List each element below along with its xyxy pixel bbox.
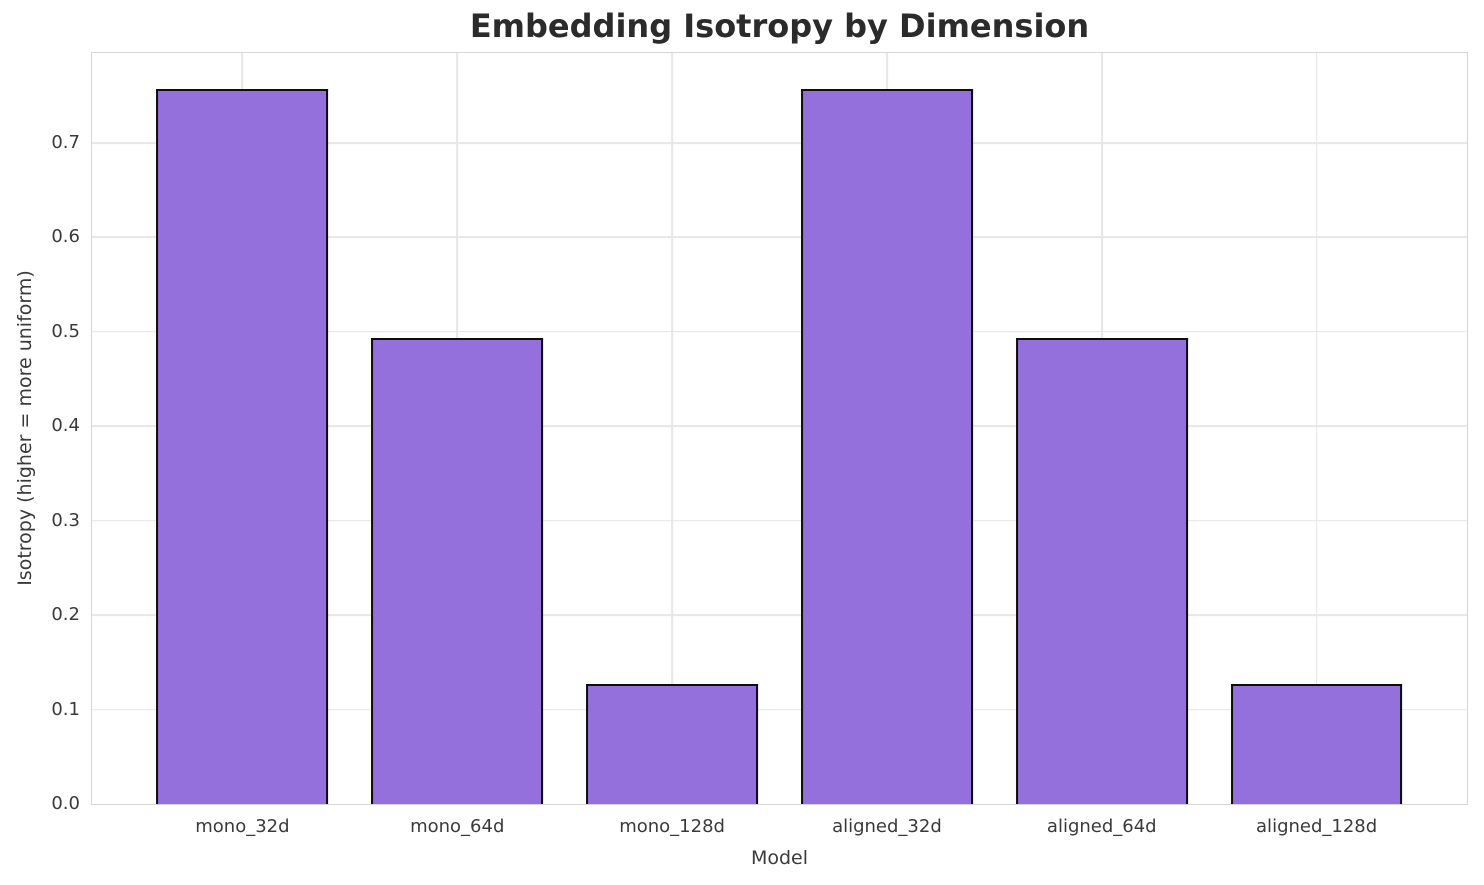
y-gridline — [92, 330, 1467, 333]
bar-mono_128d — [586, 684, 759, 804]
bar-aligned_32d — [800, 88, 973, 804]
x-gridline — [1315, 53, 1318, 804]
x-tick-label: mono_32d — [195, 816, 290, 837]
y-tick-label: 0.3 — [51, 509, 80, 531]
bar-aligned_64d — [1015, 338, 1188, 804]
chart-title: Embedding Isotropy by Dimension — [469, 7, 1090, 45]
x-tick-label: mono_128d — [619, 816, 725, 837]
x-tick-label: aligned_64d — [1046, 816, 1157, 837]
bar-mono_64d — [371, 338, 544, 804]
y-tick-label: 0.7 — [51, 131, 80, 153]
y-tick-label: 0.4 — [51, 415, 80, 437]
y-gridline — [92, 708, 1467, 711]
y-tick-label: 0.5 — [51, 320, 80, 342]
y-tick-label: 0.6 — [51, 226, 80, 248]
bar-mono_32d — [156, 88, 329, 804]
x-gridline — [671, 53, 673, 804]
y-tick-label: 0.2 — [51, 604, 80, 626]
y-gridline — [92, 425, 1467, 428]
x-tick-label: aligned_128d — [1256, 816, 1378, 837]
bar-aligned_128d — [1230, 684, 1403, 804]
x-tick-label: mono_64d — [410, 816, 505, 837]
y-gridline — [92, 614, 1467, 616]
y-axis-label: Isotropy (higher = more uniform) — [14, 270, 36, 586]
y-tick-label: 0.1 — [51, 698, 80, 720]
y-tick-label: 0.0 — [51, 793, 80, 814]
y-gridline — [92, 519, 1467, 522]
x-axis-label: Model — [750, 847, 809, 869]
y-gridline — [92, 236, 1467, 239]
x-tick-label: aligned_32d — [832, 816, 942, 837]
plot-area: 0.0 0.1 0.2 0.3 0.4 0.5 0.6 0.7 mono_32d mono_64d… — [51, 52, 1468, 836]
y-gridline — [92, 141, 1467, 144]
